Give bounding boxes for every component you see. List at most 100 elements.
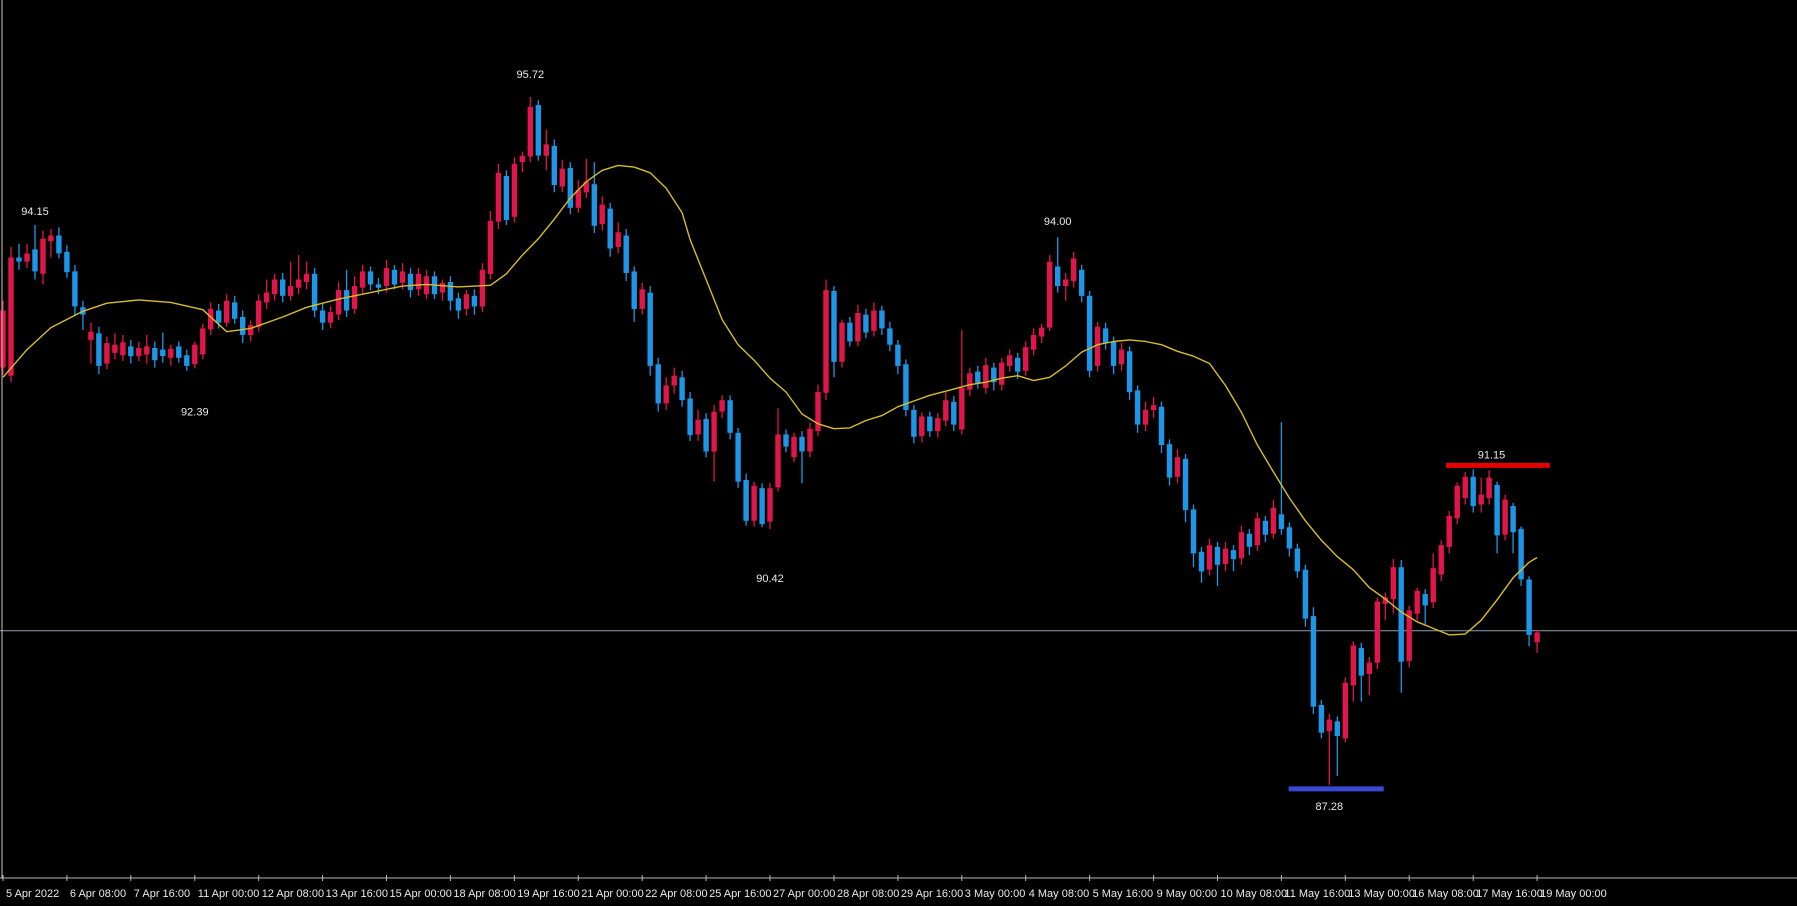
time-axis-label[interactable]: 19 May 00:00 (1540, 888, 1607, 900)
bear-candle (184, 355, 190, 366)
bull-candle (983, 365, 989, 388)
bear-candle (1334, 721, 1340, 736)
bear-candle (1190, 509, 1197, 554)
time-axis-label[interactable]: 15 Apr 00:00 (390, 888, 452, 900)
bear-candle (160, 349, 166, 357)
bear-candle (1470, 476, 1476, 507)
price-label: 90.42 (756, 573, 784, 585)
bear-candle (1518, 528, 1524, 580)
bear-candle (887, 328, 893, 345)
bull-candle (351, 286, 358, 309)
bear-candle (128, 346, 134, 357)
bear-candle (591, 184, 597, 226)
time-axis-label[interactable]: 3 May 00:00 (965, 888, 1026, 900)
bear-candle (631, 271, 637, 309)
bear-candle (1398, 567, 1404, 662)
bull-candle (719, 400, 725, 412)
bull-candle (1007, 355, 1013, 366)
bear-candle (1079, 269, 1085, 296)
bull-candle (1502, 499, 1508, 535)
time-axis-label[interactable]: 10 May 08:00 (1221, 888, 1288, 900)
bear-candle (1318, 705, 1325, 733)
bull-candle (1071, 258, 1077, 282)
bear-candle (471, 295, 478, 307)
bull-candle (599, 204, 605, 225)
time-axis-label[interactable]: 13 May 00:00 (1348, 888, 1415, 900)
price-label: 95.72 (517, 69, 545, 81)
bull-candle (871, 310, 877, 331)
bull-candle (575, 189, 581, 208)
time-axis-label[interactable]: 22 Apr 08:00 (645, 888, 707, 900)
time-axis-label[interactable]: 11 May 16:00 (1284, 888, 1350, 900)
time-axis-label[interactable]: 29 Apr 16:00 (901, 888, 963, 900)
bear-candle (655, 364, 661, 404)
bull-candle (8, 257, 14, 376)
bull-candle (1534, 632, 1540, 643)
bear-candle (232, 302, 238, 319)
time-axis-label[interactable]: 28 Apr 08:00 (837, 888, 899, 900)
bull-candle (1023, 347, 1029, 371)
bull-candle (775, 434, 781, 488)
time-axis-label[interactable]: 4 May 08:00 (1029, 888, 1090, 900)
bear-candle (152, 348, 158, 361)
bear-candle (1262, 520, 1269, 535)
bull-candle (935, 418, 941, 432)
bull-candle (711, 411, 717, 452)
bull-candle (1118, 349, 1125, 365)
bull-candle (295, 279, 302, 288)
bull-candle (751, 485, 757, 521)
bear-candle (56, 235, 62, 254)
bear-candle (1055, 266, 1061, 287)
bull-candle (399, 271, 406, 283)
bull-candle (919, 416, 925, 437)
bear-candle (216, 310, 222, 323)
bull-candle (256, 300, 262, 327)
bear-candle (343, 290, 350, 311)
bull-candle (855, 313, 861, 342)
bull-candle (208, 308, 214, 330)
bear-candle (319, 310, 326, 323)
time-axis-label[interactable]: 18 Apr 08:00 (453, 888, 515, 900)
time-axis-label[interactable]: 19 Apr 16:00 (517, 888, 579, 900)
bull-candle (248, 325, 254, 335)
bear-candle (1246, 533, 1253, 547)
bull-candle (1326, 719, 1332, 731)
time-axis-label[interactable]: 7 Apr 16:00 (134, 888, 190, 900)
time-axis-label[interactable]: 12 Apr 08:00 (262, 888, 324, 900)
bull-candle (24, 253, 30, 262)
bull-candle (639, 289, 645, 309)
bull-candle (1047, 261, 1053, 328)
bull-candle (423, 276, 430, 295)
time-axis-label[interactable]: 16 May 08:00 (1412, 888, 1479, 900)
bear-candle (407, 273, 414, 291)
bull-candle (823, 290, 829, 393)
bull-candle (1270, 507, 1277, 534)
time-axis-label[interactable]: 5 Apr 2022 (6, 888, 59, 900)
time-axis-label[interactable]: 13 Apr 16:00 (326, 888, 388, 900)
bear-candle (951, 401, 957, 425)
bull-candle (1063, 279, 1069, 286)
bull-candle (1238, 532, 1245, 559)
bull-candle (767, 488, 773, 522)
bear-candle (1126, 351, 1133, 393)
bull-candle (1094, 326, 1101, 366)
bull-candle (1406, 610, 1412, 661)
bull-candle (1486, 477, 1492, 498)
bear-candle (1158, 406, 1165, 445)
time-axis-label[interactable]: 17 May 16:00 (1476, 888, 1543, 900)
time-axis-label[interactable]: 25 Apr 16:00 (709, 888, 771, 900)
time-axis-label[interactable]: 21 Apr 00:00 (581, 888, 643, 900)
time-axis-label[interactable]: 11 Apr 00:00 (198, 888, 260, 900)
bear-candle (759, 488, 765, 525)
bull-candle (1374, 601, 1380, 663)
price-label: 91.15 (1478, 449, 1506, 461)
time-axis-label[interactable]: 6 Apr 08:00 (70, 888, 126, 900)
time-axis-label[interactable]: 9 May 00:00 (1157, 888, 1218, 900)
bull-candle (959, 387, 965, 430)
bear-candle (975, 371, 981, 383)
time-axis-label[interactable]: 5 May 16:00 (1093, 888, 1154, 900)
bull-candle (1174, 457, 1181, 477)
bear-candle (311, 273, 318, 311)
time-axis-label[interactable]: 27 Apr 00:00 (773, 888, 835, 900)
